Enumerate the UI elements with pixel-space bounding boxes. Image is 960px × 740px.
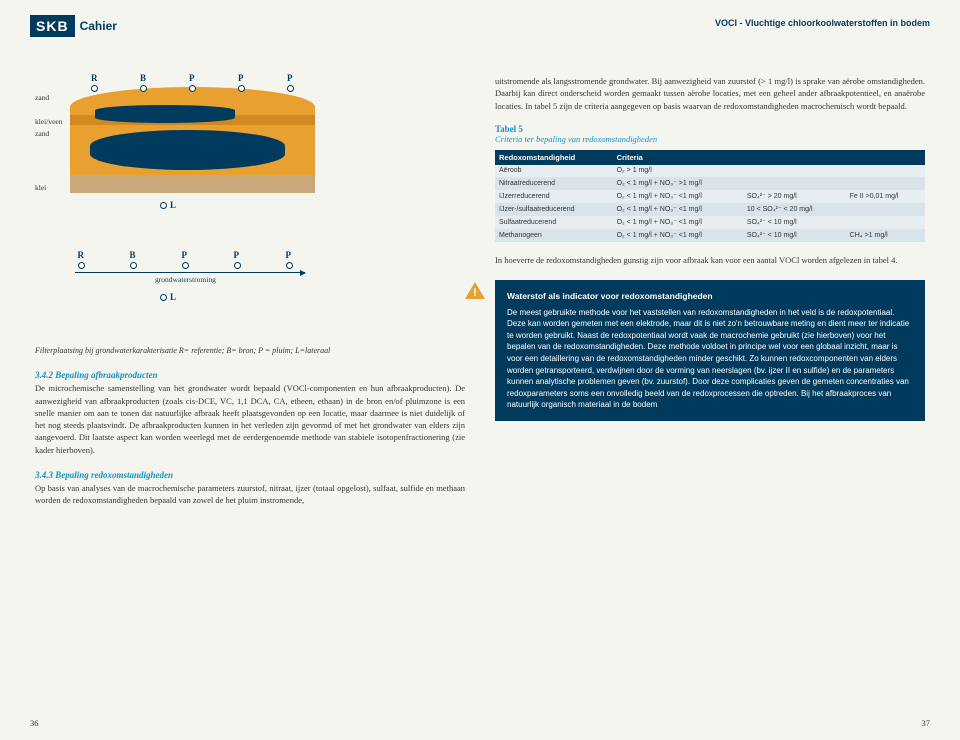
section-343-title: 3.4.3 Bepaling redoxomstandigheden: [35, 470, 465, 480]
flow-label: grondwaterstroming: [155, 275, 216, 284]
table-row: SulfaatreducerendO₂ < 1 mg/l + NO₃⁻ <1 m…: [495, 216, 925, 229]
table-head-1: Criteria: [613, 150, 925, 165]
stratum-label-kleiveen: klei/veen: [35, 117, 63, 126]
table-cell: O₂ < 1 mg/l + NO₃⁻ <1 mg/l: [613, 203, 743, 216]
diagram-caption: Filterplaatsing bij grondwaterkarakteris…: [35, 345, 465, 356]
marker2-R: R: [78, 250, 85, 269]
marker2-P3: P: [286, 250, 293, 269]
marker-P1: P: [189, 73, 196, 92]
marker-R: R: [91, 73, 98, 92]
L-marker-2: L: [160, 292, 176, 302]
stratum-label-zand1: zand: [35, 93, 49, 102]
table-cell: IJzerreducerend: [495, 190, 613, 203]
table-cell: Nitraatreducerend: [495, 177, 613, 190]
stratum-label-zand2: zand: [35, 129, 49, 138]
table-cell: IJzer-/sulfaatreducerend: [495, 203, 613, 216]
table-cell: [743, 165, 846, 177]
table-row: AëroobO₂ > 1 mg/l: [495, 165, 925, 177]
table-cell: [743, 177, 846, 190]
warning-icon: !: [465, 282, 485, 300]
table-cell: O₂ < 1 mg/l + NO₃⁻ >1 mg/l: [613, 177, 743, 190]
info-box-title: Waterstof als indicator voor redoxomstan…: [507, 290, 913, 302]
table-cell: O₂ > 1 mg/l: [613, 165, 743, 177]
flow-line: [75, 272, 305, 273]
table-cell: Methanogeen: [495, 229, 613, 242]
diagram2-markers: R B P P P: [55, 250, 315, 269]
table-cell: O₂ < 1 mg/l + NO₃⁻ <1 mg/l: [613, 216, 743, 229]
marker-P2: P: [238, 73, 245, 92]
marker2-P1: P: [182, 250, 189, 269]
stratum-label-klei: klei: [35, 183, 46, 192]
table-row: Redoxomstandigheid Criteria: [495, 150, 925, 165]
plume-lower: [90, 130, 285, 170]
marker-P3: P: [287, 73, 294, 92]
table-cell: Sulfaatreducerend: [495, 216, 613, 229]
table-cell: CH₄ >1 mg/l: [846, 229, 925, 242]
table-cell: SO₄²⁻ > 20 mg/l: [743, 190, 846, 203]
layer-klei: [70, 175, 315, 193]
table-cell: Fe II >0,01 mg/l: [846, 190, 925, 203]
section-342-body: De microchemische samenstelling van het …: [35, 382, 465, 456]
table-row: NitraatreducerendO₂ < 1 mg/l + NO₃⁻ >1 m…: [495, 177, 925, 190]
after-table-text: In hoeverre de redoxomstandigheden gunst…: [495, 254, 925, 266]
table-head-0: Redoxomstandigheid: [495, 150, 613, 165]
redox-table: Redoxomstandigheid Criteria AëroobO₂ > 1…: [495, 150, 925, 242]
cahier-label: Cahier: [80, 19, 117, 33]
L-marker-1: L: [160, 200, 176, 210]
table5-title: Tabel 5: [495, 124, 925, 134]
table-cell: SO₄²⁻ < 10 mg/l: [743, 229, 846, 242]
table-cell: O₂ < 1 mg/l + NO₃⁻ <1 mg/l: [613, 229, 743, 242]
right-intro-text: uitstromende als langsstromende grondwat…: [495, 75, 925, 112]
flow-arrow-icon: [300, 270, 306, 276]
marker2-P2: P: [234, 250, 241, 269]
section-343-body: Op basis van analyses van de macrochemis…: [35, 482, 465, 507]
table-cell: O₂ < 1 mg/l + NO₃⁻ <1 mg/l: [613, 190, 743, 203]
table-row: IJzer-/sulfaatreducerendO₂ < 1 mg/l + NO…: [495, 203, 925, 216]
table-row: IJzerreducerendO₂ < 1 mg/l + NO₃⁻ <1 mg/…: [495, 190, 925, 203]
table5-subtitle: Criteria ter bepaling van redoxomstandig…: [495, 134, 925, 144]
plan-diagram: R B P P P grondwaterstroming L: [35, 250, 315, 310]
marker2-B: B: [130, 250, 137, 269]
table-cell: [846, 203, 925, 216]
plume-upper: [95, 105, 235, 123]
table-cell: [846, 177, 925, 190]
table-cell: SO₄²⁻ < 10 mg/l: [743, 216, 846, 229]
table-cell: 10 < SO₄²⁻ < 20 mg/l: [743, 203, 846, 216]
diagram1-markers: R B P P P: [70, 73, 315, 92]
section-342-title: 3.4.2 Bepaling afbraakproducten: [35, 370, 465, 380]
table-cell: Aëroob: [495, 165, 613, 177]
info-box: ! Waterstof als indicator voor redoxomst…: [495, 280, 925, 421]
stratigraphy-diagram: zand klei/veen zand klei R B P P P: [35, 75, 315, 220]
header-right: VOCI - Vluchtige chloorkoolwaterstoffen …: [715, 18, 930, 28]
info-box-body: De meest gebruikte methode voor het vast…: [507, 307, 913, 411]
header-left: SKB Cahier: [30, 15, 117, 37]
table-row: MethanogeenO₂ < 1 mg/l + NO₃⁻ <1 mg/lSO₄…: [495, 229, 925, 242]
table-cell: [846, 216, 925, 229]
skb-logo: SKB: [30, 15, 75, 37]
marker-B: B: [140, 73, 147, 92]
page-left: SKB Cahier zand klei/veen zand klei: [0, 0, 480, 740]
page-right: VOCI - Vluchtige chloorkoolwaterstoffen …: [480, 0, 960, 740]
table-cell: [846, 165, 925, 177]
page-number-left: 36: [30, 718, 39, 728]
page-number-right: 37: [922, 718, 931, 728]
